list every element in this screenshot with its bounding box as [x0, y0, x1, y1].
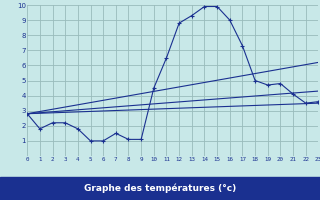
- Text: Graphe des températures (°c): Graphe des températures (°c): [84, 184, 236, 193]
